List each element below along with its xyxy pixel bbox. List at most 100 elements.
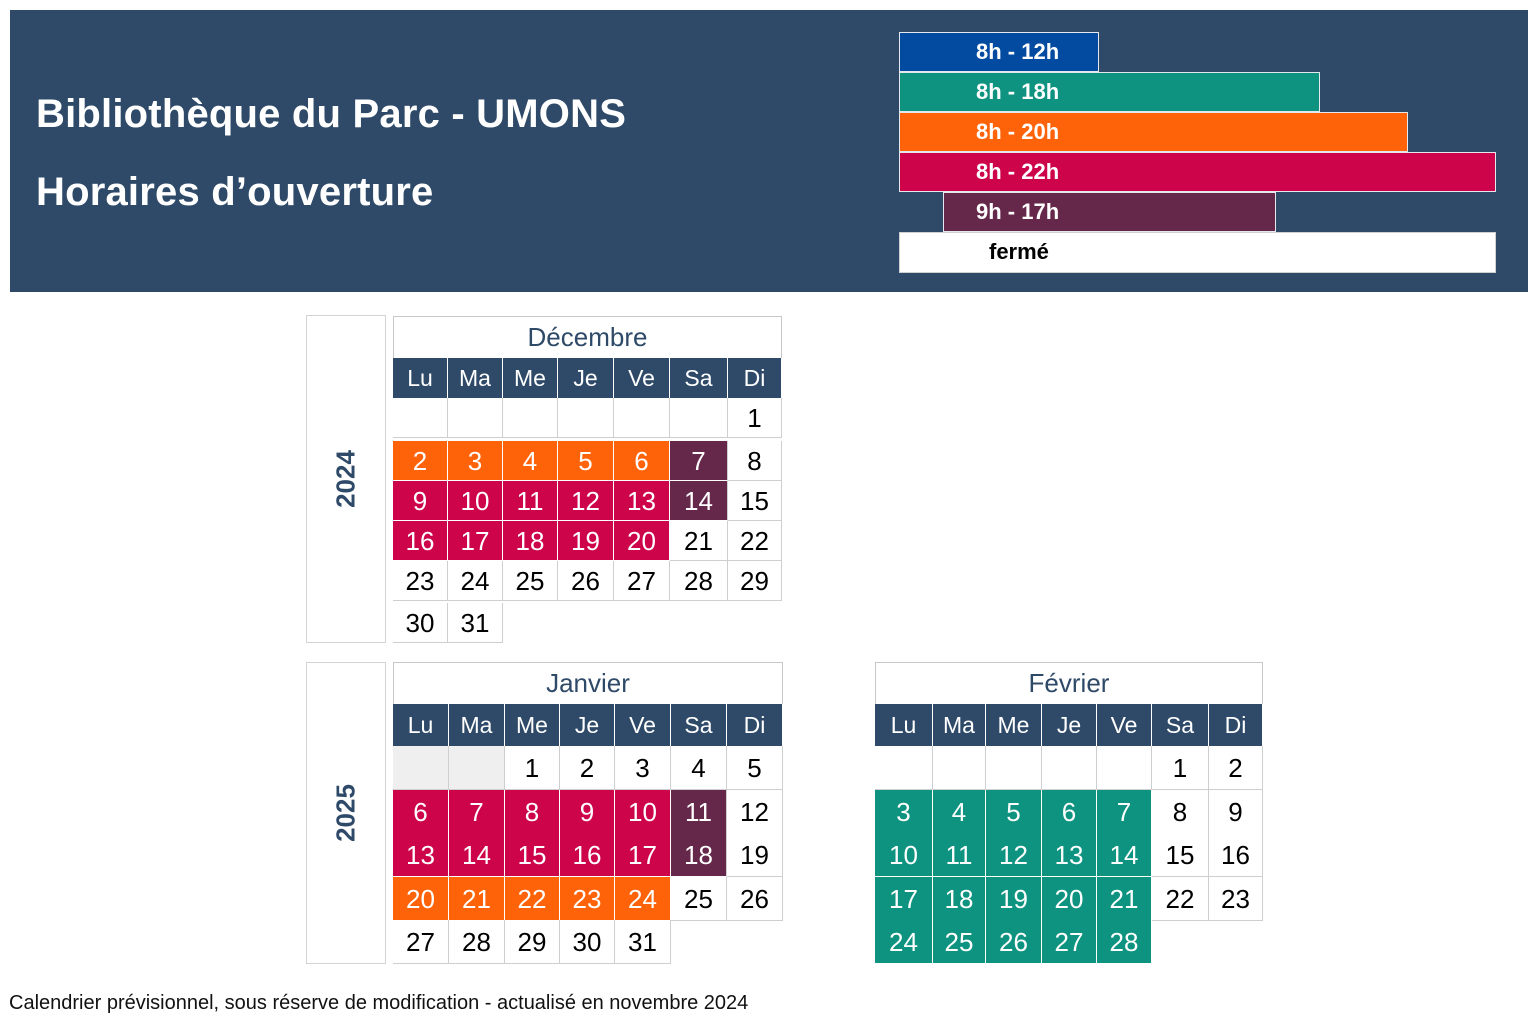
legend-label: 8h - 12h	[976, 39, 1060, 64]
year-2025-label: 2025	[330, 784, 361, 842]
day-cell: 14	[1097, 833, 1152, 877]
day-cell: 18	[503, 521, 558, 561]
day-cell: 11	[671, 790, 727, 834]
weekday-header: Me	[505, 704, 560, 746]
empty-day-cell	[448, 398, 503, 438]
day-cell: 2	[393, 441, 448, 481]
month-title: Décembre	[527, 322, 648, 352]
day-cell: 8	[505, 790, 560, 834]
empty-day-cell	[393, 398, 448, 438]
weekday-header: Me	[986, 704, 1042, 746]
weekday-header: Ve	[1097, 704, 1152, 746]
legend-label: 8h - 22h	[976, 159, 1060, 184]
day-cell: 7	[449, 790, 505, 834]
day-cell: 7	[670, 441, 728, 481]
weekday-header: Lu	[393, 358, 448, 398]
day-cell: 4	[671, 746, 727, 790]
day-cell: 9	[1209, 790, 1263, 834]
day-cell: 13	[1042, 833, 1097, 877]
day-cell: 6	[393, 790, 449, 834]
month-title: Février	[1028, 668, 1110, 698]
empty-day-cell	[1042, 746, 1097, 790]
day-cell: 28	[449, 920, 505, 964]
day-cell: 17	[615, 833, 671, 877]
library-title: Bibliothèque du Parc - UMONS	[36, 92, 627, 136]
day-cell: 23	[393, 561, 448, 601]
weekday-header: Lu	[393, 704, 449, 746]
day-cell: 26	[727, 877, 783, 921]
day-cell: 8	[1152, 790, 1209, 834]
day-cell: 2	[1209, 746, 1263, 790]
empty-day-cell	[449, 746, 505, 790]
day-cell: 6	[614, 441, 670, 481]
day-cell: 22	[505, 877, 560, 921]
day-cell: 18	[933, 877, 986, 921]
day-cell: 6	[1042, 790, 1097, 834]
day-cell: 25	[671, 877, 727, 921]
day-cell: 3	[448, 441, 503, 481]
empty-day-cell	[503, 398, 558, 438]
day-cell: 19	[986, 877, 1042, 921]
day-cell: 20	[614, 521, 670, 561]
day-cell: 29	[728, 561, 782, 601]
day-cell: 13	[614, 481, 670, 521]
day-cell: 9	[560, 790, 615, 834]
day-cell: 26	[986, 920, 1042, 964]
legend-8h-20h: 8h - 20h	[899, 112, 1408, 152]
day-cell: 20	[393, 877, 449, 921]
empty-day-cell	[986, 746, 1042, 790]
year-2024-label: 2024	[330, 450, 361, 508]
weekday-header: Ve	[615, 704, 671, 746]
legend-label: fermé	[989, 239, 1049, 264]
day-cell: 19	[727, 833, 783, 877]
footnote: Calendrier prévisionnel, sous réserve de…	[9, 992, 749, 1014]
day-cell: 5	[558, 441, 614, 481]
legend-8h-12h: 8h - 12h	[899, 32, 1099, 72]
day-cell: 10	[448, 481, 503, 521]
day-cell: 16	[393, 521, 448, 561]
day-cell: 18	[671, 833, 727, 877]
day-cell: 5	[727, 746, 783, 790]
day-cell: 16	[560, 833, 615, 877]
day-cell: 15	[1152, 833, 1209, 877]
weekday-header: Di	[727, 704, 783, 746]
legend-closed: fermé	[899, 232, 1496, 273]
weekday-header: Ma	[933, 704, 986, 746]
day-cell: 31	[615, 920, 671, 964]
empty-day-cell	[1097, 746, 1152, 790]
day-cell: 9	[393, 481, 448, 521]
legend-8h-22h: 8h - 22h	[899, 152, 1496, 192]
weekday-header: Je	[1042, 704, 1097, 746]
legend-label: 8h - 20h	[976, 119, 1060, 144]
day-cell: 13	[393, 833, 449, 877]
day-cell: 17	[875, 877, 933, 921]
weekday-header: Lu	[875, 704, 933, 746]
day-cell: 17	[448, 521, 503, 561]
weekday-header: Me	[503, 358, 558, 398]
day-cell: 3	[875, 790, 933, 834]
day-cell: 23	[1209, 877, 1263, 921]
day-cell: 23	[560, 877, 615, 921]
day-cell: 30	[560, 920, 615, 964]
day-cell: 20	[1042, 877, 1097, 921]
day-cell: 24	[448, 561, 503, 601]
year-2024-panel: 2024	[306, 315, 386, 643]
weekday-header: Je	[560, 704, 615, 746]
day-cell: 12	[986, 833, 1042, 877]
day-cell: 24	[615, 877, 671, 921]
day-cell: 27	[1042, 920, 1097, 964]
legend-9h-17h: 9h - 17h	[943, 192, 1276, 232]
day-cell: 30	[393, 603, 448, 643]
weekday-header: Ve	[614, 358, 670, 398]
day-cell: 14	[670, 481, 728, 521]
hours-subtitle: Horaires d’ouverture	[36, 170, 434, 214]
day-cell: 4	[503, 441, 558, 481]
year-2025-panel: 2025	[306, 662, 386, 964]
day-cell: 22	[728, 521, 782, 561]
month-title: Janvier	[546, 668, 630, 698]
day-cell: 11	[503, 481, 558, 521]
empty-day-cell	[875, 746, 933, 790]
day-cell: 27	[614, 561, 670, 601]
day-cell: 19	[558, 521, 614, 561]
day-cell: 28	[1097, 920, 1152, 964]
